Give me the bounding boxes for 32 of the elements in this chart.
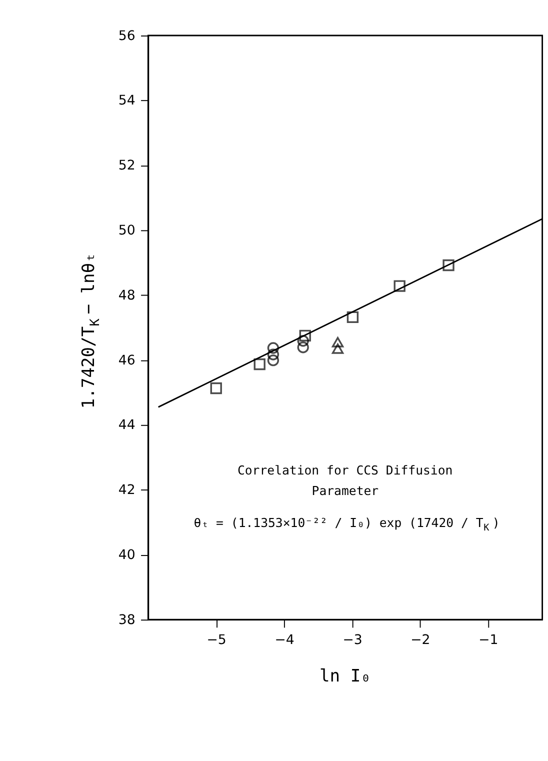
y-axis-title: 1.7420/TK − lnθₜ (79, 252, 104, 409)
point (332, 343, 344, 354)
point (254, 358, 266, 370)
y-tick-label: 46 (118, 353, 136, 368)
point (210, 382, 222, 394)
x-tick-label: −3 (342, 632, 362, 648)
annotation: Parameter (312, 484, 379, 498)
point (267, 342, 280, 354)
x-tick-label: −2 (410, 632, 430, 648)
y-tick-label: 40 (118, 548, 136, 563)
y-tick-label: 48 (118, 288, 136, 304)
point (297, 335, 309, 347)
point (267, 348, 280, 360)
y-tick-label: 42 (118, 483, 136, 498)
point (346, 311, 359, 324)
x-axis-title: ln I₀ (320, 666, 371, 686)
y-tick-label: 56 (118, 28, 136, 44)
y-tick-label: 52 (118, 158, 136, 174)
x-tick-label: −5 (206, 632, 226, 648)
x-tick-label: −4 (274, 632, 294, 648)
point (297, 342, 309, 354)
y-tick-label: 38 (118, 612, 136, 628)
x-tick-label: −1 (478, 632, 498, 648)
y-tick-label: 54 (118, 94, 136, 109)
point (394, 280, 406, 292)
annotation: Correlation for CCS Diffusion (237, 463, 453, 478)
y-tick-label: 44 (118, 418, 136, 434)
point (267, 354, 280, 366)
point (332, 337, 344, 348)
y-tick-label: 50 (118, 223, 136, 238)
point (442, 259, 454, 272)
point (299, 330, 311, 342)
